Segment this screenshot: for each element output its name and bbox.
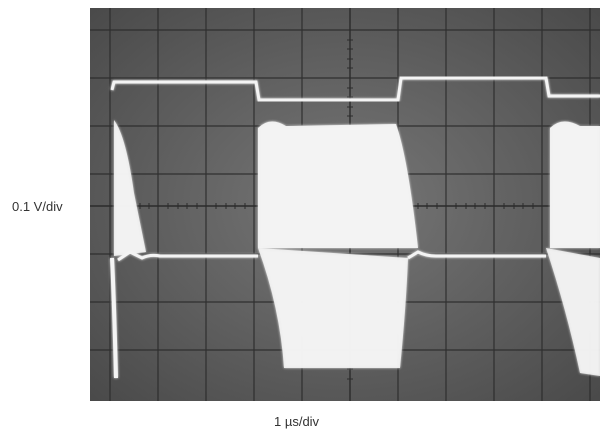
vertical-scale-label: 0.1 V/div (12, 199, 63, 214)
response-band-high-right (550, 121, 600, 248)
response-band-high (258, 121, 418, 248)
response-band-low-right (546, 248, 600, 376)
left-edge-overshoot (114, 120, 146, 256)
left-edge-fall (110, 257, 118, 379)
response-trace (110, 120, 600, 379)
oscilloscope-screen-photo (90, 8, 600, 401)
horizontal-scale-label: 1 µs/div (274, 414, 320, 429)
response-band-low (258, 248, 408, 368)
square-wave-trace (110, 76, 600, 102)
baseline-trace (117, 250, 546, 262)
